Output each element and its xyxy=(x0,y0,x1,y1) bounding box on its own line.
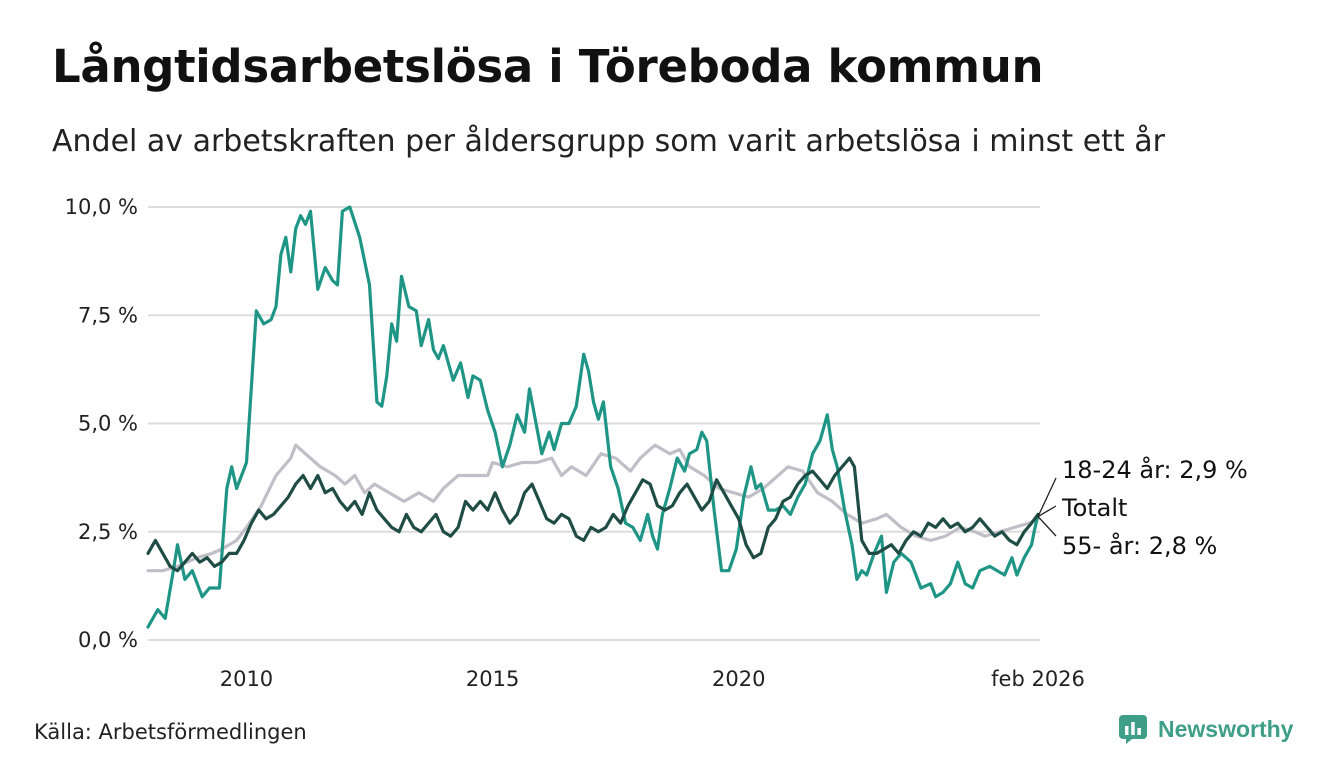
leader-line-18-24 xyxy=(1037,477,1057,517)
x-axis-ticks: 2010 2015 2020 feb 2026 xyxy=(220,667,1085,691)
end-label: 55- år: 2,8 % xyxy=(1062,531,1217,560)
brand-name: Newsworthy xyxy=(1158,715,1294,742)
chart-subtitle: Andel av arbetskraften per åldersgrupp s… xyxy=(52,124,1165,159)
end-label: 18-24 år: 2,9 % xyxy=(1062,455,1248,484)
brand-logo: Newsworthy xyxy=(1118,714,1293,744)
x-tick-label: 2010 xyxy=(220,667,273,691)
y-tick-label: 7,5 % xyxy=(78,303,138,327)
y-tick-label: 0,0 % xyxy=(78,628,138,652)
leader-line-totalt xyxy=(1037,505,1057,518)
series-lines xyxy=(146,205,1040,629)
x-tick-label: 2015 xyxy=(466,667,519,691)
leader-line-55 xyxy=(1037,516,1057,537)
x-tick-label: feb 2026 xyxy=(991,667,1085,691)
y-axis-ticks: 0,0 % 2,5 % 5,0 % 7,5 % 10,0 % xyxy=(65,195,138,652)
source-note: Källa: Arbetsförmedlingen xyxy=(34,720,307,744)
line-chart: 0,0 % 2,5 % 5,0 % 7,5 % 10,0 % 2010 2015 2020 f… xyxy=(65,195,1248,691)
y-tick-label: 10,0 % xyxy=(65,195,138,219)
chart-title: Långtidsarbetslösa i Töreboda kommun xyxy=(52,40,1044,93)
gridlines xyxy=(148,206,1040,641)
x-tick-label: 2020 xyxy=(712,667,765,691)
newsworthy-logo-icon xyxy=(1119,715,1147,744)
series-line-18-24-r xyxy=(146,205,1040,629)
series-line-totalt xyxy=(146,456,1040,573)
end-label: Totalt xyxy=(1061,494,1127,522)
y-tick-label: 5,0 % xyxy=(78,412,138,436)
series-line-55-r xyxy=(146,443,1040,573)
y-tick-label: 2,5 % xyxy=(78,520,138,544)
end-labels: 18-24 år: 2,9 % Totalt 55- år: 2,8 % xyxy=(1037,455,1248,560)
